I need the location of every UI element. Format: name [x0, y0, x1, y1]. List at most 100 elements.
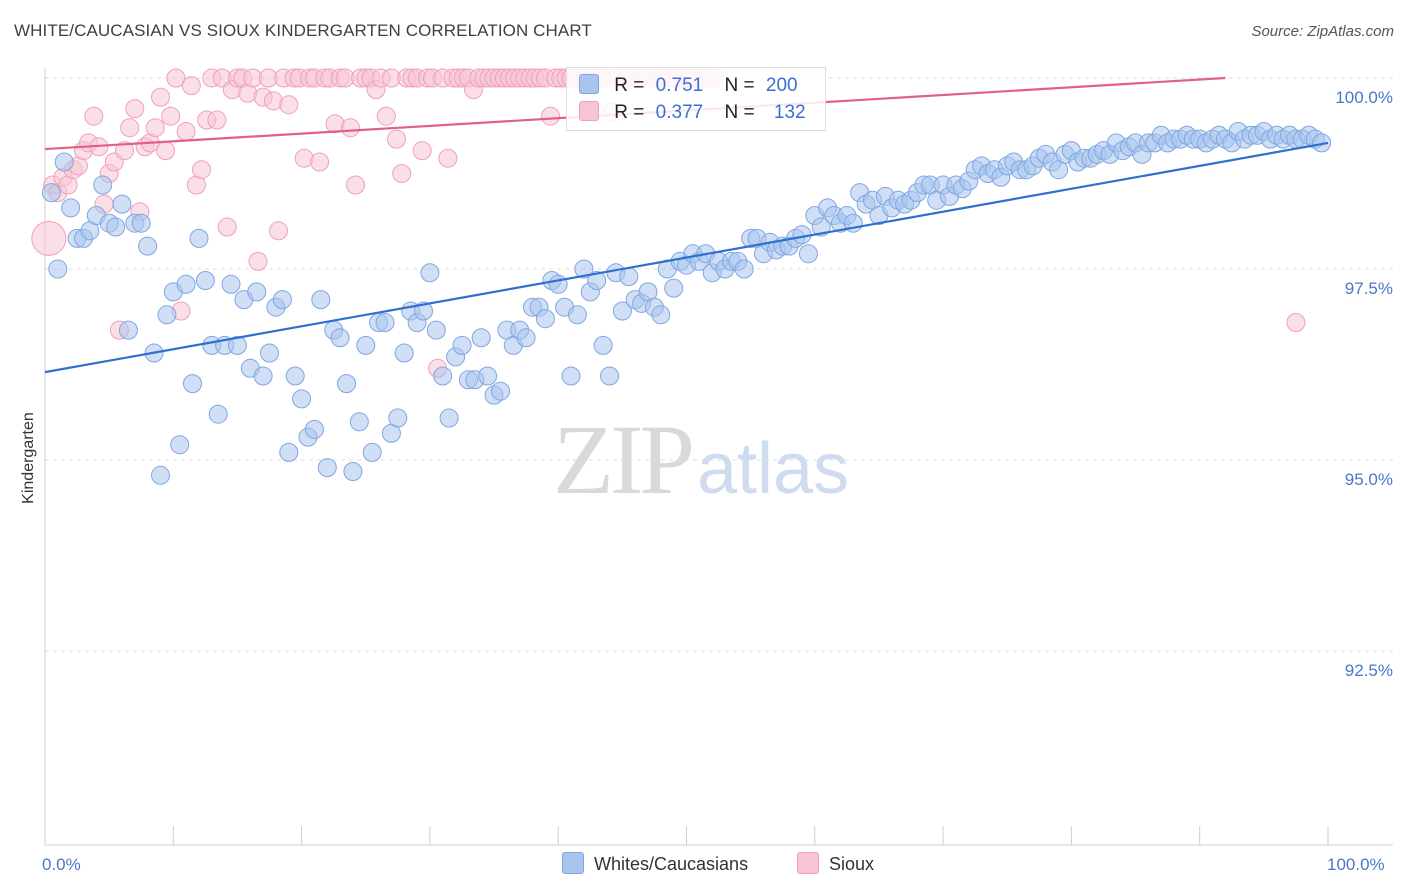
- data-point: [664, 278, 684, 298]
- data-point: [561, 366, 581, 386]
- data-point: [343, 462, 363, 481]
- data-point: [433, 366, 453, 386]
- data-point: [420, 263, 440, 283]
- bottom-legend-swatch-whites: [562, 852, 584, 874]
- data-point: [208, 404, 228, 424]
- chart-source: Source: ZipAtlas.com: [1251, 23, 1394, 40]
- data-point: [195, 271, 215, 290]
- data-point: [260, 343, 279, 363]
- data-point: [478, 366, 498, 386]
- data-point: [491, 381, 510, 401]
- data-point: [426, 320, 446, 340]
- data-point: [176, 122, 196, 141]
- data-point: [439, 408, 459, 428]
- data-point: [600, 366, 619, 386]
- data-point: [138, 236, 158, 256]
- bottom-legend-swatch-sioux: [797, 852, 819, 874]
- y-tick-labels: 100.0% 97.5% 95.0% 92.5%: [1335, 88, 1393, 680]
- data-point: [106, 217, 126, 237]
- data-point: [151, 465, 170, 485]
- data-point: [587, 271, 607, 290]
- data-point: [811, 217, 831, 237]
- data-point: [93, 175, 113, 195]
- series-layer: [31, 68, 1332, 485]
- legend-r-label: R =: [614, 75, 645, 96]
- data-point: [349, 412, 369, 432]
- legend-n-label: N =: [724, 75, 755, 96]
- legend-r-label: R =: [614, 102, 645, 123]
- data-point: [376, 106, 396, 126]
- bottom-legend-whites: Whites/Caucasians: [562, 852, 748, 875]
- x-tick-label-max: 100.0%: [1327, 855, 1385, 874]
- data-point: [279, 95, 299, 115]
- data-point: [1312, 133, 1332, 153]
- data-point: [227, 335, 247, 355]
- chart-title: WHITE/CAUCASIAN VS SIOUX KINDERGARTEN CO…: [14, 21, 592, 40]
- watermark-atlas: atlas: [697, 429, 850, 509]
- data-point: [253, 366, 273, 386]
- data-point: [516, 328, 536, 348]
- trend-line-whites: [44, 141, 1329, 374]
- y-tick-label: 92.5%: [1345, 661, 1393, 680]
- data-point: [593, 335, 613, 355]
- legend-swatch-sioux: [579, 101, 599, 121]
- data-point: [189, 228, 209, 248]
- data-point: [31, 220, 67, 256]
- legend-n-label: N =: [724, 102, 755, 123]
- data-point: [176, 274, 196, 294]
- data-point: [207, 110, 227, 130]
- data-point: [170, 435, 190, 455]
- y-axis-label: Kindergarten: [20, 412, 37, 504]
- data-point: [438, 148, 458, 168]
- data-point: [183, 374, 202, 394]
- data-point: [54, 152, 74, 172]
- y-tick-label: 97.5%: [1345, 279, 1393, 298]
- data-point: [362, 442, 382, 462]
- data-point: [548, 274, 568, 294]
- data-point: [247, 282, 267, 302]
- data-point: [285, 366, 305, 386]
- data-point: [612, 301, 632, 321]
- data-point: [269, 221, 288, 241]
- data-point: [337, 374, 356, 394]
- data-point: [217, 217, 237, 237]
- data-point: [387, 129, 406, 149]
- legend: R = 0.751 N = 200 R = 0.377 N = 132: [566, 67, 826, 131]
- data-point: [394, 343, 414, 363]
- data-point: [792, 225, 812, 245]
- data-point: [541, 106, 560, 126]
- data-point: [619, 267, 639, 287]
- data-point: [41, 183, 61, 203]
- data-point: [151, 87, 170, 107]
- legend-swatch-whites: [579, 74, 599, 94]
- data-point: [48, 259, 68, 279]
- data-point: [471, 328, 491, 348]
- data-point: [115, 141, 134, 161]
- data-point: [388, 408, 408, 428]
- data-point: [311, 290, 331, 310]
- legend-n-value: 132: [773, 102, 806, 123]
- data-point: [414, 301, 433, 321]
- legend-r-value: 0.377: [655, 102, 704, 123]
- data-point: [392, 164, 412, 183]
- data-point: [356, 335, 376, 355]
- data-point: [120, 118, 140, 138]
- data-point: [112, 194, 132, 214]
- bottom-legend-label-sioux: Sioux: [829, 854, 875, 874]
- data-point: [1286, 313, 1306, 332]
- data-point: [292, 389, 312, 409]
- data-point: [340, 118, 360, 138]
- data-point: [272, 290, 292, 310]
- x-tick-label-min: 0.0%: [42, 855, 81, 874]
- y-tick-label: 100.0%: [1335, 88, 1393, 107]
- data-point: [651, 305, 671, 325]
- axes: [44, 68, 1393, 846]
- data-point: [535, 309, 555, 329]
- data-point: [157, 305, 177, 325]
- data-point: [181, 76, 201, 96]
- data-point: [161, 106, 181, 126]
- data-point: [221, 274, 241, 294]
- data-point: [330, 328, 350, 348]
- data-point: [734, 259, 754, 279]
